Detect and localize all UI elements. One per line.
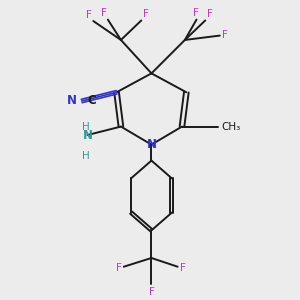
Text: F: F bbox=[86, 11, 92, 20]
Text: H: H bbox=[82, 122, 90, 131]
Text: F: F bbox=[180, 263, 186, 273]
Text: F: F bbox=[116, 263, 122, 273]
Text: F: F bbox=[100, 8, 106, 18]
Text: N: N bbox=[82, 128, 92, 142]
Text: F: F bbox=[143, 9, 148, 19]
Text: F: F bbox=[193, 8, 199, 18]
Text: CH₃: CH₃ bbox=[221, 122, 241, 132]
Text: H: H bbox=[82, 151, 90, 161]
Text: N: N bbox=[66, 94, 76, 107]
Text: C: C bbox=[87, 94, 96, 107]
Text: F: F bbox=[222, 30, 228, 40]
Text: N: N bbox=[146, 138, 157, 151]
Text: F: F bbox=[207, 9, 213, 19]
Text: F: F bbox=[148, 287, 154, 297]
